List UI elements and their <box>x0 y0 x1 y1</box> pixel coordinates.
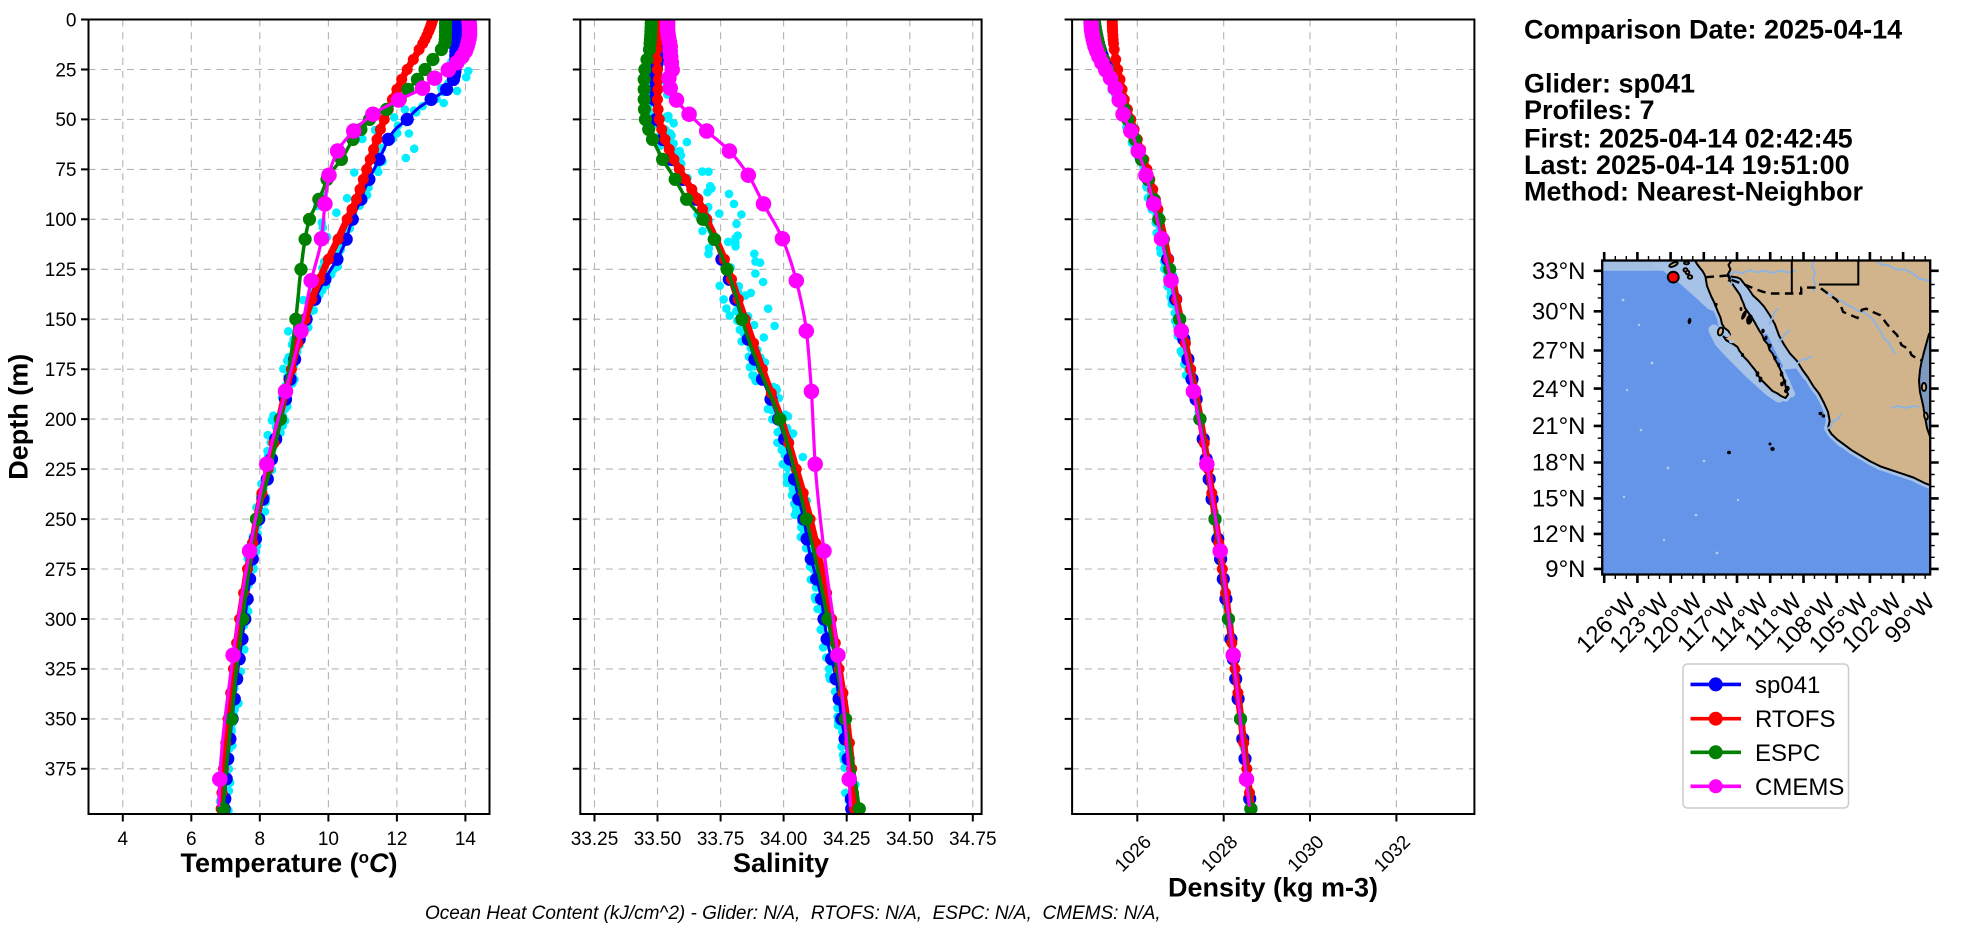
svg-text:0: 0 <box>66 10 77 31</box>
svg-text:225: 225 <box>45 460 77 481</box>
svg-text:30°N: 30°N <box>1532 299 1586 326</box>
svg-text:33.25: 33.25 <box>571 829 619 850</box>
svg-text:275: 275 <box>45 560 77 581</box>
svg-text:Method: Nearest-Neighbor: Method: Nearest-Neighbor <box>1524 176 1864 206</box>
svg-text:15°N: 15°N <box>1532 486 1586 513</box>
svg-text:325: 325 <box>45 660 77 681</box>
svg-text:150: 150 <box>45 310 77 331</box>
svg-text:34.50: 34.50 <box>886 829 934 850</box>
svg-text:33°N: 33°N <box>1532 258 1586 285</box>
svg-text:34.25: 34.25 <box>823 829 871 850</box>
svg-text:350: 350 <box>45 710 77 731</box>
svg-text:33.50: 33.50 <box>634 829 682 850</box>
svg-text:Last: 2025-04-14 19:51:00: Last: 2025-04-14 19:51:00 <box>1524 150 1850 180</box>
svg-text:4: 4 <box>118 829 129 850</box>
svg-text:8: 8 <box>255 829 266 850</box>
svg-text:Ocean Heat Content (kJ/cm^2) -: Ocean Heat Content (kJ/cm^2) - Glider: N… <box>425 903 1161 924</box>
svg-text:175: 175 <box>45 360 77 381</box>
svg-text:125: 125 <box>45 260 77 281</box>
svg-text:100: 100 <box>45 210 77 231</box>
svg-text:34.00: 34.00 <box>760 829 808 850</box>
svg-text:RTOFS: RTOFS <box>1755 706 1835 733</box>
svg-text:250: 250 <box>45 510 77 531</box>
svg-text:Salinity: Salinity <box>733 848 829 878</box>
svg-text:First: 2025-04-14 02:42:45: First: 2025-04-14 02:42:45 <box>1524 124 1853 154</box>
svg-text:ESPC: ESPC <box>1755 740 1820 767</box>
svg-text:50: 50 <box>55 110 76 131</box>
svg-text:12: 12 <box>386 829 407 850</box>
svg-text:75: 75 <box>55 160 76 181</box>
svg-text:Glider: sp041: Glider: sp041 <box>1524 69 1695 99</box>
svg-text:34.75: 34.75 <box>949 829 997 850</box>
svg-text:14: 14 <box>455 829 477 850</box>
svg-text:Comparison Date: 2025-04-14: Comparison Date: 2025-04-14 <box>1524 15 1902 45</box>
svg-text:CMEMS: CMEMS <box>1755 774 1844 801</box>
svg-text:Profiles: 7: Profiles: 7 <box>1524 95 1655 125</box>
svg-text:18°N: 18°N <box>1532 450 1586 477</box>
svg-text:10: 10 <box>318 829 339 850</box>
svg-text:21°N: 21°N <box>1532 413 1586 440</box>
svg-text:200: 200 <box>45 410 77 431</box>
svg-text:Density (kg m-3): Density (kg m-3) <box>1168 872 1378 902</box>
svg-text:33.75: 33.75 <box>697 829 745 850</box>
svg-text:25: 25 <box>55 60 76 81</box>
svg-text:24°N: 24°N <box>1532 376 1586 403</box>
svg-text:12°N: 12°N <box>1532 521 1586 548</box>
svg-text:9°N: 9°N <box>1545 556 1585 583</box>
svg-text:6: 6 <box>186 829 197 850</box>
svg-text:sp041: sp041 <box>1755 672 1820 699</box>
svg-text:375: 375 <box>45 760 77 781</box>
svg-text:Depth (m): Depth (m) <box>4 354 34 480</box>
svg-text:300: 300 <box>45 610 77 631</box>
svg-text:27°N: 27°N <box>1532 338 1586 365</box>
